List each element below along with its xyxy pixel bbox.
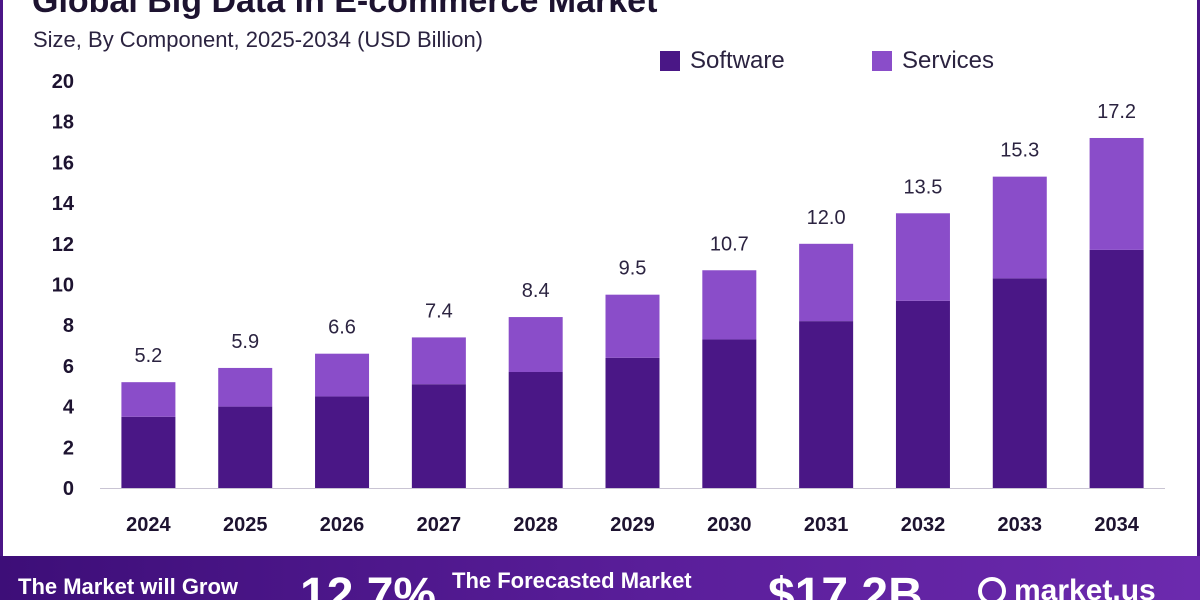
x-tick-label: 2024 [126, 514, 171, 536]
footer-cagr-value: 12.7% [300, 569, 437, 600]
legend-services-swatch [872, 51, 892, 71]
bar-total-label: 15.3 [1000, 140, 1039, 162]
y-tick-label: 14 [52, 193, 75, 215]
legend-software-label: Software [690, 47, 785, 74]
bar-total-label: 8.4 [522, 280, 550, 302]
legend-services-label: Services [902, 47, 995, 74]
brand-name: market.us [1014, 574, 1156, 600]
brand-logo-icon [978, 577, 1006, 600]
x-tick-label: 2034 [1094, 514, 1139, 536]
bar-software [992, 278, 1047, 488]
y-tick-label: 0 [63, 478, 74, 500]
x-tick-label: 2026 [320, 514, 365, 536]
footer-grow-text: The Market will Grow [18, 574, 239, 599]
bar-total-label: 13.5 [903, 176, 942, 198]
bar-services [121, 382, 176, 417]
bar-services [605, 294, 660, 358]
y-tick-label: 18 [52, 112, 74, 134]
bar-chart: 0 2 4 6 8 10 12 14 16 18 20 5.2 2024 5.9 2025 6.6 2026 7.… [52, 71, 1165, 536]
x-tick-label: 2027 [417, 514, 462, 536]
bar-services [218, 367, 273, 407]
bar-total-label: 17.2 [1097, 101, 1136, 123]
x-tick-label: 2030 [707, 514, 752, 536]
y-tick-label: 10 [52, 275, 74, 297]
y-tick-label: 16 [52, 152, 74, 174]
bar-services [508, 317, 563, 373]
y-tick-label: 8 [63, 315, 74, 337]
x-tick-label: 2025 [223, 514, 268, 536]
bar-software [508, 372, 563, 488]
bar-total-label: 7.4 [425, 300, 453, 322]
bar-services [411, 337, 466, 385]
bar-services [315, 353, 370, 397]
y-tick-label: 20 [52, 71, 74, 93]
chart-subtitle: Size, By Component, 2025-2034 (USD Billi… [33, 27, 484, 52]
bar-software [218, 406, 273, 488]
y-tick-label: 4 [63, 397, 75, 419]
bar-total-label: 12.0 [807, 207, 846, 229]
bar-software [315, 396, 370, 488]
bar-services [992, 176, 1047, 279]
bar-total-label: 10.7 [710, 233, 749, 255]
x-tick-label: 2029 [610, 514, 655, 536]
x-tick-label: 2033 [998, 514, 1043, 536]
legend-software-swatch [660, 51, 680, 71]
y-tick-label: 2 [63, 437, 74, 459]
footer-forecast-text: The Forecasted Market [452, 568, 692, 593]
bar-total-label: 6.6 [328, 317, 356, 339]
footer-forecast-value: $17.2B [768, 569, 923, 600]
x-tick-label: 2032 [901, 514, 946, 536]
x-tick-label: 2031 [804, 514, 849, 536]
bar-software [605, 357, 660, 488]
bar-software [895, 300, 950, 488]
bar-software [799, 321, 854, 488]
bar-total-label: 9.5 [619, 258, 647, 280]
bar-total-label: 5.9 [231, 331, 259, 353]
bar-services [1089, 137, 1144, 250]
bar-software [1089, 249, 1144, 488]
bar-services [799, 243, 854, 322]
bar-software [702, 339, 757, 488]
x-tick-label: 2028 [513, 514, 558, 536]
bar-software [121, 416, 176, 488]
bar-services [895, 213, 950, 301]
y-tick-label: 6 [63, 356, 74, 378]
bar-software [411, 384, 466, 488]
brand-logo: market.us [978, 574, 1156, 600]
footer-banner: The Market will Grow 12.7% The Forecaste… [0, 556, 1200, 600]
bar-services [702, 270, 757, 340]
legend-software: Software [660, 47, 785, 75]
chart-title: Global Big Data in E-commerce Market [32, 0, 658, 20]
y-tick-label: 12 [52, 234, 74, 256]
legend-services: Services [872, 47, 994, 75]
bar-total-label: 5.2 [135, 345, 163, 367]
